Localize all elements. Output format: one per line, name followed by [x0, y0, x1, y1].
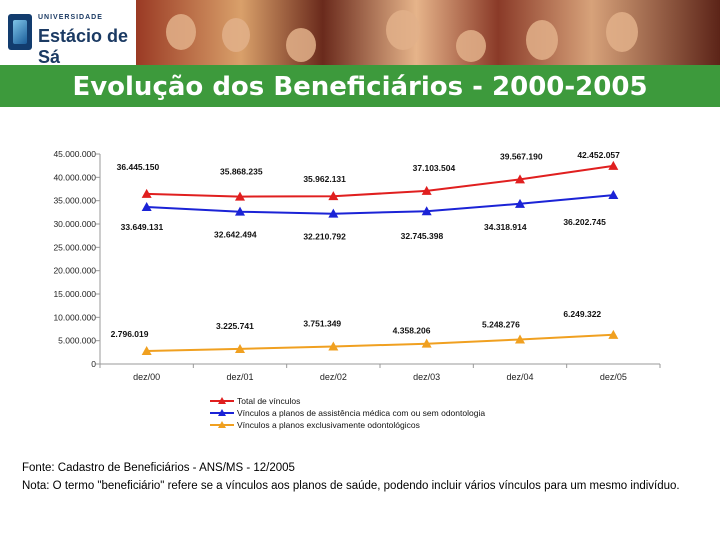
data-point-marker	[328, 191, 339, 201]
data-point-marker	[328, 341, 339, 351]
series-line-2	[146, 333, 614, 352]
y-tick-label: 5.000.000	[58, 336, 96, 346]
data-label: 6.249.322	[563, 309, 601, 319]
logo-small-text: UNIVERSIDADE	[38, 14, 103, 21]
data-label: 4.358.206	[393, 326, 431, 336]
logo-name-text: Estácio de Sá	[38, 26, 129, 67]
footnote: Nota: O termo "beneficiário" refere se a…	[22, 480, 680, 492]
data-label: 2.796.019	[111, 329, 149, 339]
chart-legend: Total de vínculos Vínculos a planos de as…	[210, 396, 485, 430]
data-point-marker	[235, 343, 245, 353]
chart-grid	[99, 154, 660, 365]
x-tick-label: dez/00	[133, 372, 160, 382]
data-label: 32.210.792	[303, 232, 346, 242]
y-tick-label: 15.000.000	[53, 289, 96, 299]
data-label: 32.642.494	[214, 230, 257, 240]
data-point-marker	[608, 190, 619, 200]
y-tick-label: 10.000.000	[53, 312, 96, 322]
logo-emblem-icon	[8, 14, 32, 50]
legend-marker	[218, 409, 226, 416]
x-tick-label: dez/04	[506, 372, 533, 382]
data-point-marker	[608, 160, 619, 170]
y-tick-label: 25.000.000	[53, 242, 96, 252]
data-point-marker	[141, 201, 152, 211]
data-point-marker	[235, 206, 245, 216]
data-label: 32.745.398	[401, 231, 444, 241]
chart-series	[141, 160, 619, 355]
data-point-marker	[515, 334, 525, 344]
data-point-marker	[328, 208, 339, 218]
university-logo: UNIVERSIDADE Estácio de Sá	[4, 4, 132, 67]
data-point-marker	[421, 185, 432, 195]
legend-label: Vínculos a planos de assistência médica …	[237, 408, 485, 418]
x-tick-label: dez/02	[320, 372, 347, 382]
y-tick-label: 30.000.000	[53, 219, 96, 229]
header-photo	[136, 0, 720, 65]
data-point-marker	[421, 206, 432, 216]
data-label: 36.445.150	[117, 162, 160, 172]
data-label: 42.452.057	[577, 150, 620, 160]
y-tick-label: 0	[91, 359, 96, 369]
y-tick-label: 35.000.000	[53, 196, 96, 206]
series-line-0	[146, 164, 614, 198]
data-labels: 36.445.150 35.868.235 35.962.131 37.103.504…	[111, 150, 620, 339]
data-label: 36.202.745	[563, 217, 606, 227]
y-tick-label: 45.000.000	[53, 149, 96, 159]
legend-marker	[218, 421, 226, 428]
data-label: 3.751.349	[303, 318, 341, 328]
page-title: Evolução dos Beneficiários - 2000-2005	[72, 72, 648, 102]
header: UNIVERSIDADE Estácio de Sá	[0, 0, 720, 67]
data-point-marker	[608, 329, 619, 339]
data-point-marker	[515, 174, 525, 184]
title-bar	[0, 65, 720, 107]
data-label: 3.225.741	[216, 321, 254, 331]
y-tick-label: 20.000.000	[53, 266, 96, 276]
data-point-marker	[235, 191, 245, 201]
data-label: 39.567.190	[500, 151, 543, 161]
data-point-marker	[141, 188, 152, 198]
data-label: 33.649.131	[121, 222, 164, 232]
data-label: 35.962.131	[303, 174, 346, 184]
legend-label: Vínculos a planos exclusivamente odontol…	[237, 420, 420, 430]
data-label: 34.318.914	[484, 222, 527, 232]
x-tick-label: dez/03	[413, 372, 440, 382]
legend-marker	[218, 397, 226, 404]
data-label: 37.103.504	[413, 163, 456, 173]
series-line-1	[146, 194, 614, 215]
line-chart: 45.000.000 40.000.000 35.000.000 30.000.000…	[53, 149, 661, 430]
x-axis: dez/00 dez/01 dez/02 dez/03 dez/04 dez/05	[99, 364, 661, 382]
source-note: Fonte: Cadastro de Beneficiários - ANS/M…	[22, 462, 295, 474]
data-point-marker	[141, 345, 152, 355]
legend-label: Total de vínculos	[237, 396, 300, 406]
data-point-marker	[515, 198, 525, 208]
data-point-marker	[421, 338, 432, 348]
x-tick-label: dez/05	[600, 372, 627, 382]
x-tick-label: dez/01	[226, 372, 253, 382]
data-label: 5.248.276	[482, 320, 520, 330]
data-label: 35.868.235	[220, 167, 263, 177]
y-tick-label: 40.000.000	[53, 172, 96, 182]
y-axis: 45.000.000 40.000.000 35.000.000 30.000.000…	[53, 149, 100, 369]
